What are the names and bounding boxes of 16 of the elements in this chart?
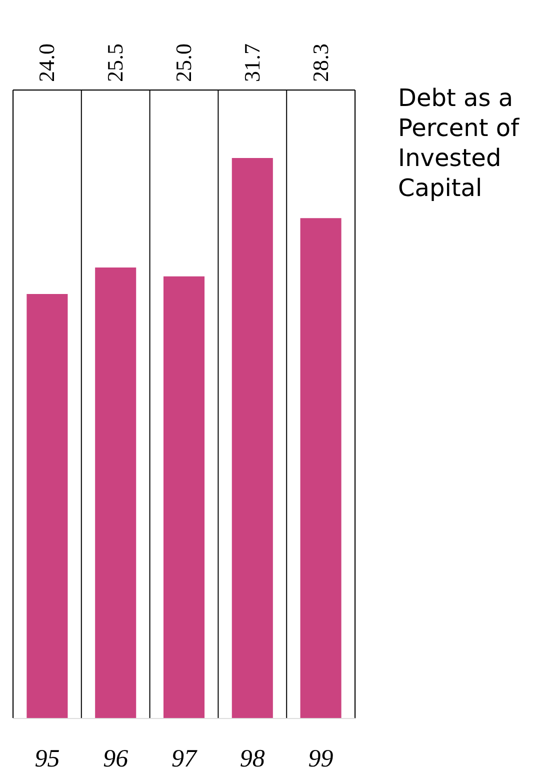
- text: Debt as a Percent of Invested Capital: [398, 84, 520, 202]
- bar: [26, 294, 68, 718]
- data-label: 24.0: [34, 44, 60, 82]
- x-tick-label: 98: [240, 746, 266, 772]
- x-tick-label: 99: [308, 746, 334, 772]
- bar: [163, 276, 205, 718]
- bar: [300, 218, 342, 718]
- data-label: 25.0: [171, 44, 196, 82]
- data-label: 25.5: [102, 44, 128, 82]
- x-tick-label: 95: [34, 746, 60, 772]
- x-tick-label: 97: [172, 746, 198, 772]
- data-label: 31.7: [239, 44, 264, 82]
- bar: [232, 158, 273, 718]
- data-label: 28.3: [308, 44, 333, 82]
- bar: [95, 268, 136, 718]
- x-tick-label: 96: [103, 746, 129, 772]
